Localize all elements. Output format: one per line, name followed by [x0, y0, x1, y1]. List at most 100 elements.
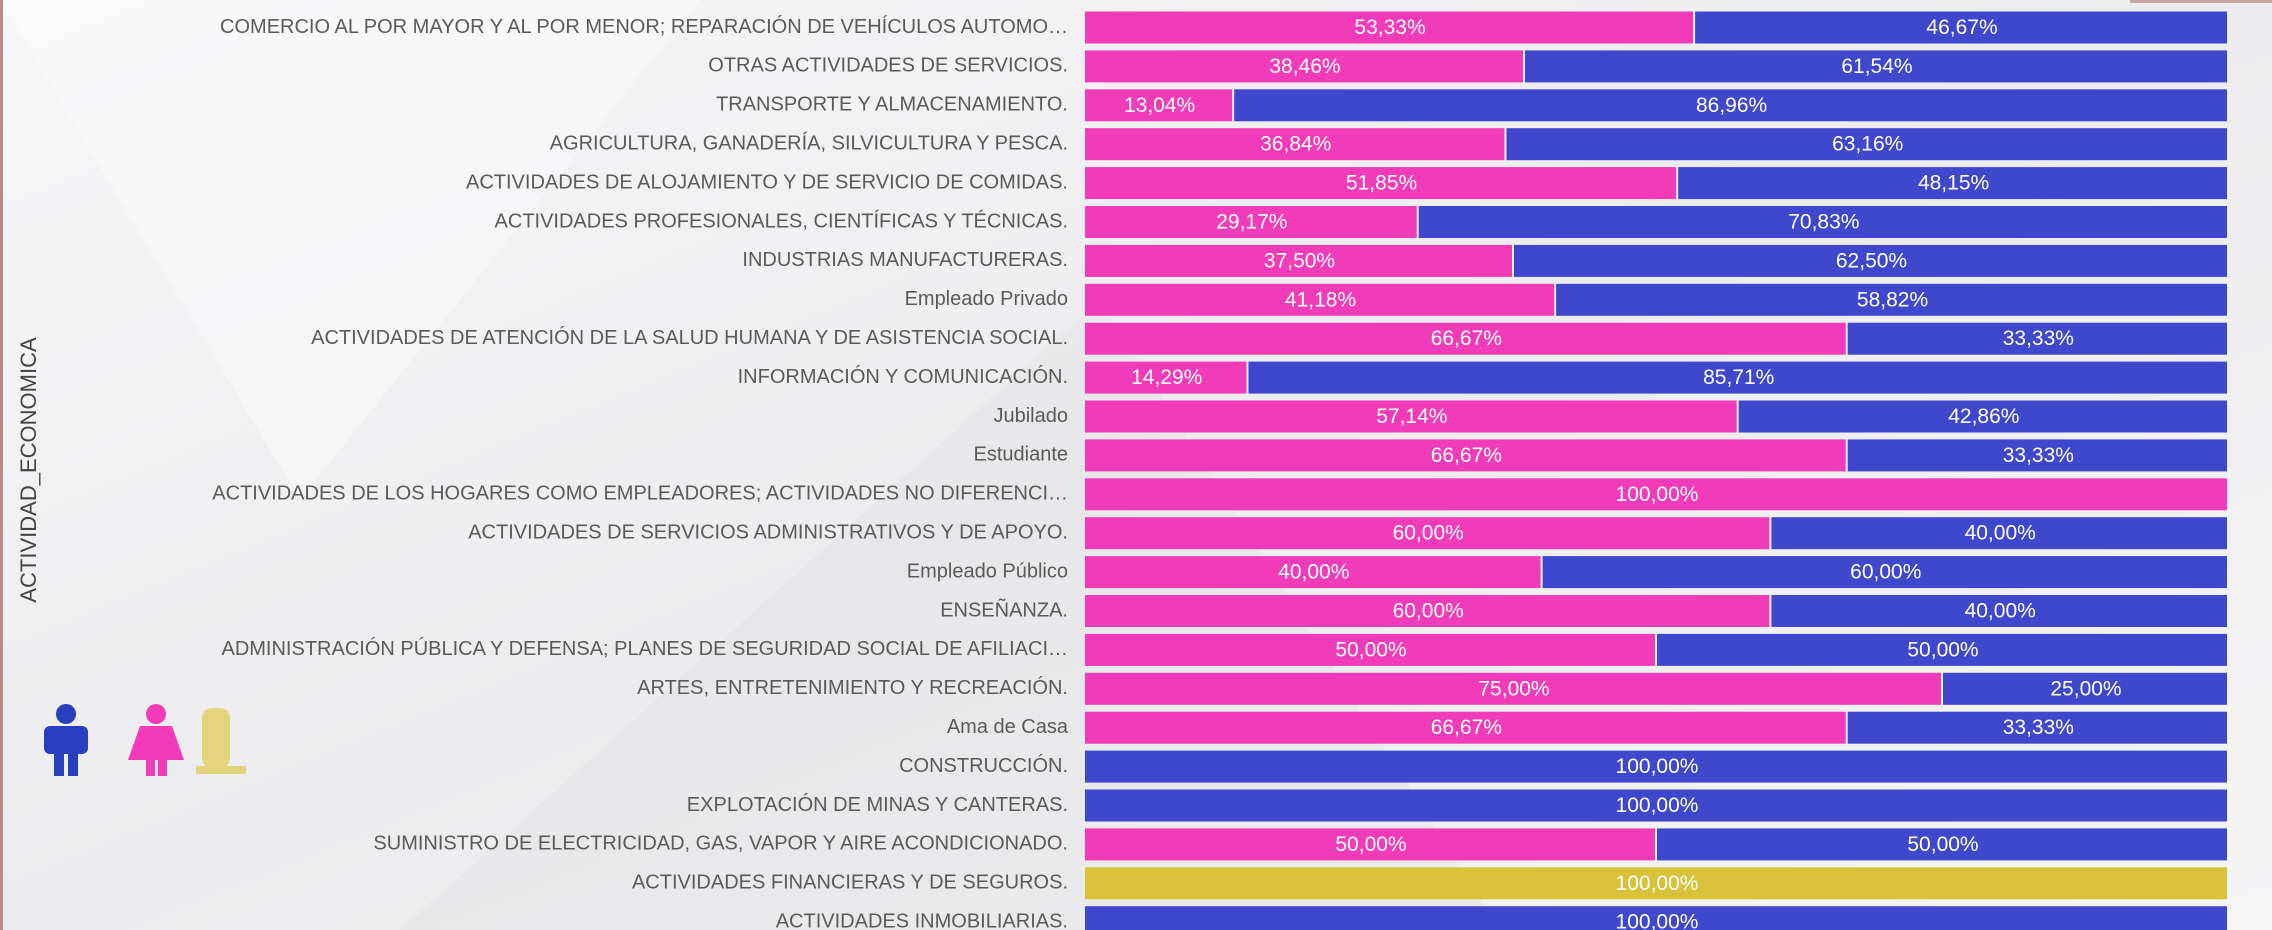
- category-label: INDUSTRIAS MANUFACTURERAS.: [742, 249, 1068, 271]
- category-label: Estudiante: [973, 444, 1068, 466]
- bar-segment: [1847, 439, 2227, 472]
- bar-segment: [1085, 50, 1523, 83]
- bar-segment: [1542, 556, 2227, 589]
- bar-segment: [1738, 400, 2227, 433]
- value-label: 100,00%: [1616, 794, 1699, 817]
- bar-segment: [1085, 906, 2227, 930]
- male-icon: [44, 704, 88, 776]
- value-label: 75,00%: [1478, 677, 1549, 700]
- category-label: COMERCIO AL POR MAYOR Y AL POR MENOR; RE…: [220, 15, 1068, 38]
- category-label: OTRAS ACTIVIDADES DE SERVICIOS.: [708, 55, 1068, 77]
- category-label: TRANSPORTE Y ALMACENAMIENTO.: [716, 94, 1068, 116]
- value-label: 42,86%: [1948, 405, 2019, 428]
- bar-segment: [1771, 517, 2227, 550]
- category-label: Empleado Público: [907, 560, 1068, 582]
- bar-segment: [1085, 439, 1846, 472]
- legend-icons: [44, 704, 246, 776]
- bar-segment: [1506, 128, 2227, 161]
- bar-segment: [1514, 244, 2227, 277]
- bar-segment: [1771, 595, 2227, 627]
- category-label: ACTIVIDADES INMOBILIARIAS.: [776, 910, 1068, 930]
- value-label: 66,67%: [1431, 716, 1502, 739]
- category-label: AGRICULTURA, GANADERÍA, SILVICULTURA Y P…: [550, 131, 1068, 154]
- category-label: ACTIVIDADES DE SERVICIOS ADMINISTRATIVOS…: [468, 521, 1068, 543]
- bar-segment: [1085, 672, 1941, 705]
- bar-segment: [1524, 50, 2227, 83]
- bar-segment: [1085, 517, 1770, 550]
- bar-segment: [1085, 556, 1541, 589]
- value-label: 40,00%: [1965, 522, 2036, 545]
- category-label: ACTIVIDADES PROFESIONALES, CIENTÍFICAS Y…: [495, 209, 1068, 232]
- bar-segment: [1085, 206, 1417, 238]
- category-label: Empleado Privado: [905, 288, 1068, 310]
- bar-segment: [1418, 206, 2227, 238]
- value-label: 63,16%: [1832, 133, 1903, 156]
- bar-segment: [1085, 789, 2227, 822]
- bar-segment: [1234, 89, 2227, 122]
- value-label: 100,00%: [1616, 483, 1699, 506]
- category-label: ENSEÑANZA.: [940, 597, 1068, 621]
- bar-segment: [1085, 633, 1655, 666]
- bar-segment: [1085, 711, 1846, 744]
- bar-segment: [1847, 711, 2227, 744]
- left-border: [0, 0, 3, 930]
- value-label: 33,33%: [2003, 444, 2074, 467]
- value-label: 50,00%: [1907, 833, 1978, 856]
- bar-segment: [1085, 595, 1770, 627]
- value-label: 14,29%: [1131, 366, 1202, 389]
- value-label: 50,00%: [1907, 638, 1978, 661]
- value-label: 61,54%: [1841, 55, 1912, 78]
- bar-segment: [1085, 244, 1512, 277]
- category-label: ARTES, ENTRETENIMIENTO Y RECREACIÓN.: [637, 676, 1068, 699]
- value-label: 13,04%: [1124, 94, 1195, 117]
- value-label: 29,17%: [1216, 211, 1287, 234]
- category-label: Jubilado: [993, 405, 1068, 427]
- category-label: SUMINISTRO DE ELECTRICIDAD, GAS, VAPOR Y…: [373, 833, 1068, 855]
- value-label: 66,67%: [1431, 327, 1502, 350]
- bar-segment: [1085, 283, 1555, 316]
- value-label: 66,67%: [1431, 444, 1502, 467]
- value-label: 100,00%: [1616, 872, 1699, 895]
- value-label: 41,18%: [1285, 288, 1356, 311]
- bar-segment: [1085, 89, 1233, 122]
- bar-segment: [1085, 361, 1247, 394]
- value-label: 86,96%: [1696, 94, 1767, 117]
- category-label: ACTIVIDADES DE ALOJAMIENTO Y DE SERVICIO…: [466, 171, 1068, 193]
- value-label: 50,00%: [1335, 833, 1406, 856]
- bar-segment: [1847, 322, 2227, 355]
- bar-segment: [1657, 828, 2227, 861]
- value-label: 57,14%: [1376, 405, 1447, 428]
- value-label: 51,85%: [1346, 172, 1417, 195]
- value-label: 60,00%: [1393, 600, 1464, 623]
- bar-segment: [1085, 750, 2227, 783]
- bar-segment: [1678, 167, 2227, 200]
- bg-shape: [0, 0, 700, 500]
- category-label: Ama de Casa: [947, 716, 1069, 738]
- value-label: 40,00%: [1965, 600, 2036, 623]
- category-label: ACTIVIDADES FINANCIERAS Y DE SEGUROS.: [632, 872, 1068, 894]
- bar-segment: [1085, 322, 1846, 355]
- bar-segment: [1085, 128, 1505, 161]
- bar-segment: [1085, 11, 1694, 44]
- value-label: 40,00%: [1278, 561, 1349, 584]
- category-label: CONSTRUCCIÓN.: [899, 754, 1068, 777]
- category-label: EXPLOTACIÓN DE MINAS Y CANTERAS.: [687, 793, 1068, 816]
- other-icon: [196, 708, 246, 774]
- bar-segment: [1695, 11, 2227, 44]
- category-label: ACTIVIDADES DE LOS HOGARES COMO EMPLEADO…: [212, 483, 1068, 505]
- bar-segment: [1657, 633, 2227, 666]
- bar-segment: [1085, 828, 1655, 861]
- bar-segment: [1943, 672, 2227, 705]
- female-icon: [128, 704, 184, 776]
- bar-segment: [1085, 478, 2227, 511]
- bar-segment: [1085, 867, 2227, 900]
- value-label: 100,00%: [1616, 911, 1699, 930]
- value-label: 36,84%: [1260, 133, 1331, 156]
- axis-title: ACTIVIDAD_ECONOMICA: [16, 337, 41, 603]
- value-label: 60,00%: [1850, 561, 1921, 584]
- bar-segment: [1085, 167, 1677, 200]
- category-label: ACTIVIDADES DE ATENCIÓN DE LA SALUD HUMA…: [311, 326, 1068, 349]
- value-label: 100,00%: [1616, 755, 1699, 778]
- value-label: 70,83%: [1788, 211, 1859, 234]
